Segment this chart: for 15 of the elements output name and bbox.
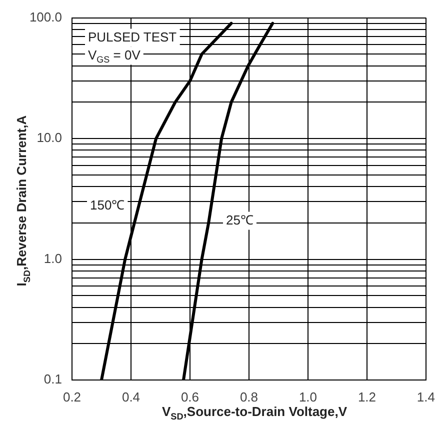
annotation: PULSED TEST: [88, 29, 177, 44]
y-tick-label: 100.0: [29, 9, 62, 24]
y-tick-label: 1.0: [44, 250, 62, 266]
x-tick-label: 1.2: [358, 389, 376, 404]
x-axis-title: V$_{SD}$,Source-to-Drain Voltage,V: [160, 404, 348, 422]
x-tick-label: 1.0: [298, 389, 318, 404]
x-tick-label: 0.8: [240, 389, 258, 404]
x-tick-label: 1.4: [416, 389, 436, 404]
x-tick-label: 0.4: [122, 389, 140, 404]
y-tick-label: 10.0: [36, 130, 62, 146]
y-tick-label: 0.1: [44, 372, 62, 387]
x-tick-label: 0.6: [180, 389, 200, 404]
annotation: 150℃: [90, 197, 125, 212]
annotation: 25℃: [226, 212, 254, 228]
x-tick-label: 0.2: [62, 389, 82, 404]
